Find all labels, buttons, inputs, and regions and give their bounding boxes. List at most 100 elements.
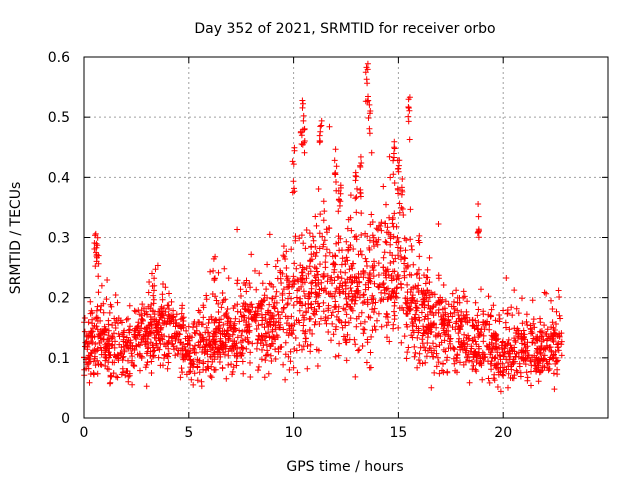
data-point	[112, 319, 119, 326]
data-point	[290, 302, 297, 309]
data-point	[107, 372, 114, 379]
data-point	[91, 333, 98, 340]
data-point	[159, 336, 166, 343]
data-point	[97, 328, 104, 334]
data-point	[155, 345, 161, 351]
data-point	[542, 330, 549, 337]
data-point	[138, 355, 145, 361]
data-point	[325, 329, 332, 335]
data-point	[299, 264, 306, 271]
data-point	[372, 299, 379, 306]
data-point	[282, 313, 289, 320]
data-point	[344, 331, 351, 338]
data-point	[233, 362, 240, 369]
data-point	[320, 217, 327, 224]
data-point	[329, 280, 335, 287]
data-point	[286, 290, 293, 297]
data-point	[239, 350, 246, 357]
data-point	[315, 303, 322, 310]
data-point	[224, 327, 231, 334]
data-point	[395, 190, 402, 197]
data-point	[503, 324, 509, 331]
data-point	[114, 299, 121, 306]
axis-ticks: 0 5 10 15 20 0 0.1 0.2 0.3 0.4 0.5 0.6	[48, 50, 608, 441]
data-point	[268, 335, 275, 342]
data-point	[438, 339, 445, 346]
data-point	[471, 350, 478, 357]
data-point	[403, 355, 410, 362]
data-point	[508, 304, 515, 311]
data-point	[333, 304, 340, 311]
data-point	[179, 315, 186, 322]
data-point	[317, 211, 324, 218]
data-point	[240, 317, 247, 324]
data-point	[194, 363, 201, 370]
data-point	[245, 315, 252, 322]
data-point	[237, 309, 244, 316]
data-point	[387, 235, 394, 242]
data-point	[345, 293, 352, 300]
data-point	[191, 346, 198, 353]
data-point	[395, 324, 402, 331]
data-point	[395, 168, 402, 175]
data-point	[426, 254, 433, 261]
data-point	[371, 243, 377, 250]
data-point	[215, 269, 222, 276]
data-point	[124, 342, 131, 349]
data-point	[422, 359, 429, 366]
data-point	[470, 337, 477, 344]
data-point	[123, 316, 130, 323]
data-point	[179, 302, 186, 309]
data-point	[353, 209, 360, 216]
data-point	[198, 383, 205, 390]
data-point	[139, 316, 146, 323]
data-point	[125, 378, 132, 385]
data-point	[154, 321, 161, 328]
data-point	[92, 263, 99, 270]
data-point	[335, 308, 342, 315]
data-point	[229, 368, 236, 375]
data-point	[173, 345, 180, 352]
data-point	[83, 332, 90, 339]
data-point	[320, 243, 326, 250]
data-point	[286, 366, 293, 373]
data-point	[489, 345, 496, 352]
data-point	[159, 319, 166, 326]
data-point	[115, 320, 121, 327]
data-point	[359, 343, 366, 349]
data-point	[396, 209, 403, 216]
data-point	[268, 340, 275, 347]
data-point	[415, 266, 422, 273]
x-tick-label: 15	[389, 425, 407, 441]
data-point	[240, 370, 247, 377]
data-point	[196, 359, 203, 366]
data-point	[215, 300, 222, 307]
data-point	[306, 315, 313, 322]
data-point	[211, 356, 218, 363]
data-point	[316, 321, 323, 327]
data-point	[283, 248, 290, 255]
data-point	[195, 307, 202, 314]
data-point	[336, 317, 343, 324]
data-point	[193, 349, 199, 356]
data-point	[490, 333, 497, 340]
data-point	[405, 105, 412, 111]
data-point	[323, 320, 330, 327]
data-point	[137, 367, 143, 374]
data-point	[337, 269, 344, 275]
data-point	[205, 320, 212, 326]
data-point	[396, 305, 403, 312]
data-point	[347, 192, 354, 199]
data-point	[317, 123, 324, 130]
data-point	[88, 329, 95, 336]
data-point	[253, 326, 260, 332]
data-point	[386, 214, 393, 221]
data-point	[497, 356, 504, 363]
x-tick-label: 0	[80, 425, 89, 441]
data-point	[511, 372, 518, 379]
data-point	[361, 298, 368, 305]
data-point	[399, 206, 406, 212]
data-point	[336, 196, 342, 203]
data-point	[162, 308, 169, 315]
data-point	[322, 264, 329, 271]
